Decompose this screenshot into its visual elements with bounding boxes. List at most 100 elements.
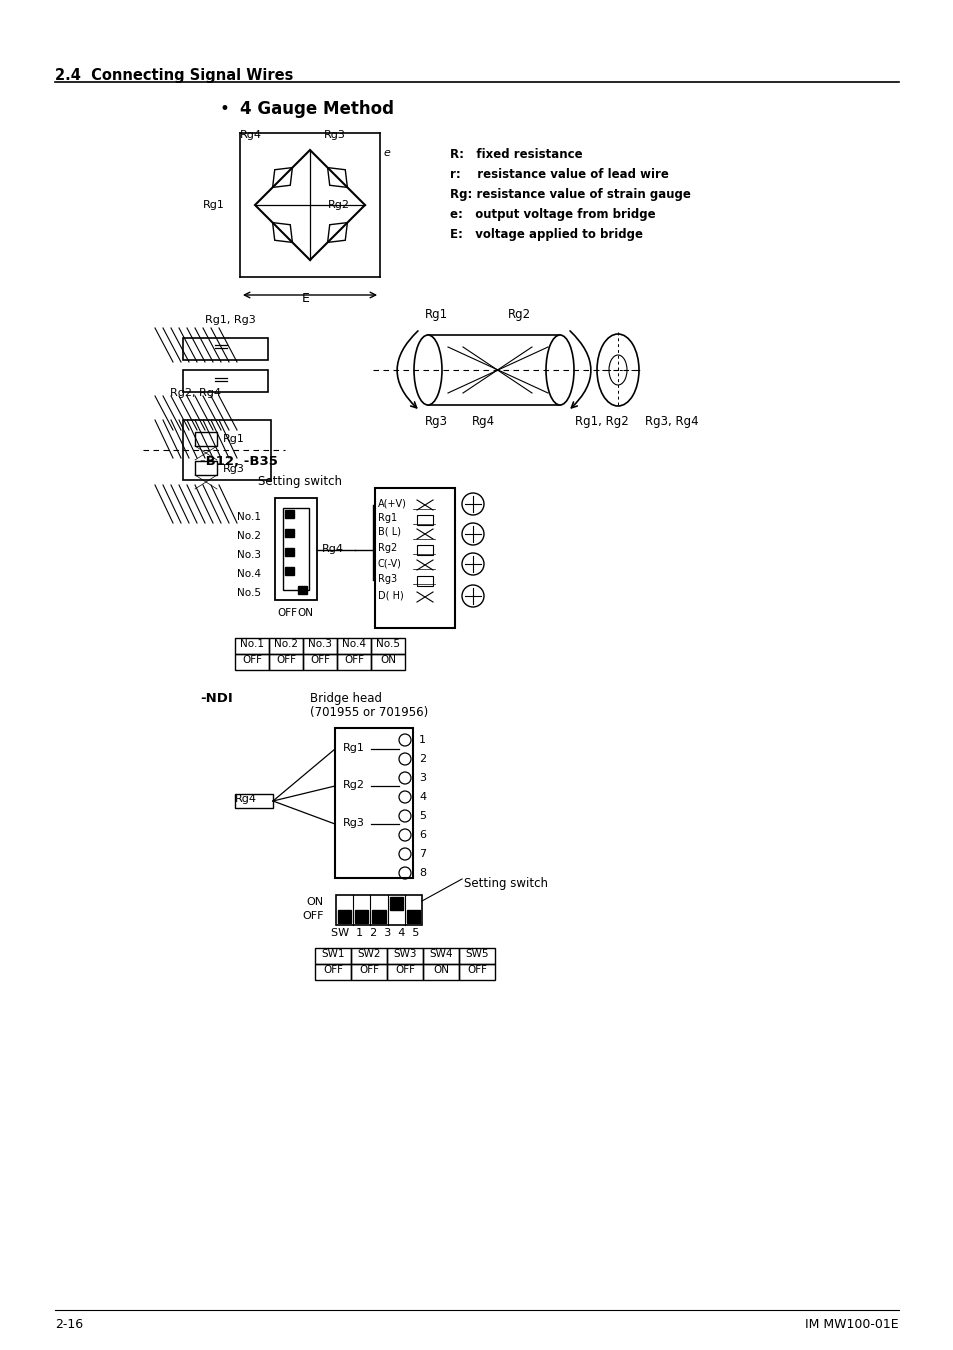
Bar <box>336 653 371 670</box>
Text: Rg2: Rg2 <box>377 543 396 554</box>
Text: 4 Gauge Method: 4 Gauge Method <box>240 100 394 117</box>
Text: SW  1  2  3  4  5: SW 1 2 3 4 5 <box>331 927 419 938</box>
Bar <box>303 653 336 670</box>
Bar <box>371 653 405 670</box>
Bar <box>371 639 405 653</box>
Bar <box>234 653 269 670</box>
Bar <box>458 964 495 980</box>
Text: e: e <box>382 148 390 158</box>
Text: •: • <box>220 100 230 117</box>
Bar <box>283 508 309 590</box>
Bar <box>355 910 368 923</box>
Text: Bridge head: Bridge head <box>310 693 381 705</box>
Text: SW5: SW5 <box>465 949 488 958</box>
Bar <box>314 948 351 964</box>
Text: R:   fixed resistance: R: fixed resistance <box>450 148 582 161</box>
Text: No.2: No.2 <box>236 531 261 541</box>
Text: Rg1: Rg1 <box>424 308 448 321</box>
Text: No.1: No.1 <box>240 639 264 649</box>
Bar <box>194 432 216 446</box>
Text: OFF: OFF <box>310 655 330 666</box>
Text: No.5: No.5 <box>375 639 399 649</box>
Bar <box>337 910 351 923</box>
Bar <box>336 639 371 653</box>
Bar <box>314 964 351 980</box>
Text: 3: 3 <box>418 774 426 783</box>
Text: Rg: resistance value of strain gauge: Rg: resistance value of strain gauge <box>450 188 690 201</box>
Text: Rg4: Rg4 <box>234 794 256 805</box>
Bar <box>351 948 387 964</box>
Text: Rg3: Rg3 <box>223 464 245 474</box>
Text: 2-16: 2-16 <box>55 1318 83 1331</box>
Text: SW1: SW1 <box>321 949 344 958</box>
Bar <box>297 586 307 594</box>
Text: ON: ON <box>307 896 324 907</box>
Text: 8: 8 <box>418 868 426 878</box>
Text: 2.4  Connecting Signal Wires: 2.4 Connecting Signal Wires <box>55 68 294 82</box>
Bar <box>335 728 413 878</box>
Text: Rg4: Rg4 <box>322 544 344 554</box>
Text: 7: 7 <box>418 849 426 859</box>
Text: No.1: No.1 <box>236 512 261 522</box>
Bar <box>422 964 458 980</box>
Text: Rg2, Rg4: Rg2, Rg4 <box>170 387 221 398</box>
Bar <box>234 639 269 653</box>
Bar <box>387 948 422 964</box>
Bar <box>234 794 273 809</box>
Text: OFF: OFF <box>276 608 296 618</box>
Bar <box>285 529 294 537</box>
Text: 6: 6 <box>418 830 426 840</box>
Text: 1: 1 <box>418 734 426 745</box>
Text: (701955 or 701956): (701955 or 701956) <box>310 706 428 720</box>
Bar <box>269 653 303 670</box>
Bar <box>183 370 268 392</box>
Bar <box>269 639 303 653</box>
Text: Rg3, Rg4: Rg3, Rg4 <box>644 414 698 428</box>
Ellipse shape <box>545 335 574 405</box>
Ellipse shape <box>414 335 441 405</box>
Bar <box>335 895 421 925</box>
Text: Rg3: Rg3 <box>424 414 448 428</box>
Text: 5: 5 <box>418 811 426 821</box>
Bar <box>274 498 316 599</box>
Text: ON: ON <box>433 965 449 975</box>
Text: OFF: OFF <box>344 655 364 666</box>
Text: B( L): B( L) <box>377 526 400 537</box>
Text: A(+V): A(+V) <box>377 498 406 508</box>
Text: SW3: SW3 <box>393 949 416 958</box>
Text: IM MW100-01E: IM MW100-01E <box>804 1318 898 1331</box>
Bar <box>387 964 422 980</box>
Text: SW2: SW2 <box>356 949 380 958</box>
Text: Rg3: Rg3 <box>324 130 346 140</box>
Text: No.3: No.3 <box>236 549 261 560</box>
Text: OFF: OFF <box>275 655 295 666</box>
Text: Rg2: Rg2 <box>328 200 350 211</box>
Text: Rg2: Rg2 <box>507 308 531 321</box>
Bar <box>458 948 495 964</box>
Bar <box>183 420 271 481</box>
Bar <box>422 948 458 964</box>
Bar <box>285 510 294 518</box>
Text: Rg4: Rg4 <box>240 130 262 140</box>
Bar <box>416 514 433 525</box>
Bar <box>285 567 294 575</box>
Bar <box>372 910 385 923</box>
Text: Rg1: Rg1 <box>377 513 396 522</box>
Text: D( H): D( H) <box>377 590 403 599</box>
Bar <box>406 910 419 923</box>
Text: Setting switch: Setting switch <box>463 878 547 890</box>
Text: ON: ON <box>296 608 313 618</box>
Bar <box>428 335 559 405</box>
Text: No.4: No.4 <box>341 639 366 649</box>
Text: OFF: OFF <box>358 965 378 975</box>
Bar <box>285 548 294 556</box>
Text: Rg1, Rg3: Rg1, Rg3 <box>205 315 255 325</box>
Text: 2: 2 <box>418 755 426 764</box>
Text: -B12, -B35: -B12, -B35 <box>200 455 277 468</box>
Text: E:   voltage applied to bridge: E: voltage applied to bridge <box>450 228 642 242</box>
Text: Rg3: Rg3 <box>377 574 396 585</box>
Text: C(-V): C(-V) <box>377 558 401 568</box>
Bar <box>389 896 402 910</box>
Text: Rg1, Rg2: Rg1, Rg2 <box>575 414 628 428</box>
Text: No.5: No.5 <box>236 589 261 598</box>
